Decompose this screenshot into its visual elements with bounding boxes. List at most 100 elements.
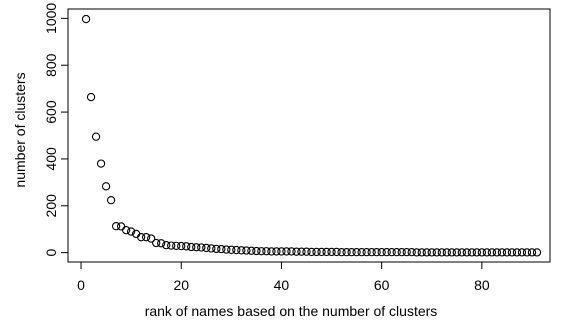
data-point — [152, 238, 161, 248]
data-point — [417, 248, 426, 257]
data-point — [317, 247, 326, 257]
data-point — [387, 248, 396, 257]
data-point — [126, 227, 136, 236]
x-tick-label: 0 — [77, 277, 85, 293]
data-point — [362, 248, 371, 257]
x-tick-label: 60 — [374, 277, 390, 293]
data-point — [527, 248, 537, 257]
data-point — [91, 132, 101, 141]
data-point — [367, 248, 376, 257]
data-point — [462, 248, 471, 257]
data-point — [497, 248, 507, 257]
y-tick-label: 800 — [43, 53, 59, 77]
data-point — [287, 247, 296, 256]
data-point — [177, 241, 186, 251]
data-point — [482, 248, 492, 257]
data-point — [467, 248, 476, 257]
data-point — [167, 241, 176, 250]
x-axis: 0 20 40 60 80 — [77, 261, 490, 293]
data-point — [232, 245, 241, 255]
data-point — [307, 247, 316, 257]
y-tick-label: 200 — [43, 194, 59, 218]
data-point — [492, 248, 502, 257]
data-point — [397, 248, 406, 257]
data-point — [277, 247, 286, 256]
data-point — [352, 248, 361, 257]
y-axis-label: number of clusters — [12, 72, 28, 187]
data-point — [522, 248, 532, 257]
data-point — [247, 246, 256, 255]
y-tick-label: 600 — [43, 100, 59, 124]
data-point — [412, 248, 421, 257]
data-point — [532, 248, 542, 257]
data-point — [292, 247, 301, 256]
data-point — [147, 234, 156, 243]
data-point — [437, 248, 446, 257]
data-point — [257, 247, 266, 256]
data-point — [252, 246, 261, 256]
data-point — [192, 243, 201, 252]
data-point — [157, 239, 166, 248]
y-axis: 0 200 400 600 800 1000 — [43, 3, 69, 257]
data-point — [297, 247, 306, 256]
data-point — [347, 248, 356, 257]
data-points — [81, 14, 542, 257]
data-point — [116, 222, 126, 231]
data-point — [262, 247, 271, 256]
y-tick-label: 400 — [43, 147, 59, 171]
data-point — [332, 247, 341, 257]
data-point — [172, 241, 181, 250]
data-point — [447, 248, 456, 257]
data-point — [427, 248, 436, 257]
data-point — [392, 248, 401, 257]
data-point — [372, 248, 381, 257]
data-point — [302, 247, 311, 256]
data-point — [487, 248, 497, 257]
data-point — [422, 248, 431, 257]
data-point — [106, 196, 116, 205]
y-tick-label: 1000 — [43, 3, 59, 34]
x-tick-label: 40 — [274, 277, 290, 293]
data-point — [182, 242, 191, 251]
data-point — [502, 248, 512, 257]
data-point — [237, 246, 246, 255]
data-point — [452, 248, 461, 257]
data-point — [477, 248, 487, 257]
data-point — [377, 248, 386, 257]
data-point — [212, 244, 221, 254]
data-point — [81, 14, 91, 24]
data-point — [136, 233, 146, 242]
data-point — [86, 92, 96, 102]
data-point — [202, 243, 211, 253]
data-point — [242, 246, 251, 255]
data-point — [187, 242, 196, 252]
data-point — [217, 244, 226, 254]
data-point — [402, 248, 411, 257]
y-tick-label: 0 — [43, 249, 59, 257]
data-point — [121, 225, 131, 235]
data-point — [327, 247, 336, 257]
data-point — [227, 245, 236, 254]
data-point — [517, 248, 527, 257]
data-point — [101, 182, 111, 191]
data-point — [382, 248, 391, 257]
data-point — [111, 222, 121, 231]
data-point — [222, 245, 231, 254]
data-point — [342, 248, 351, 257]
data-point — [472, 248, 481, 257]
data-point — [162, 240, 171, 250]
data-point — [322, 247, 331, 257]
data-point — [407, 248, 416, 257]
x-tick-label: 80 — [474, 277, 490, 293]
data-point — [272, 247, 281, 256]
data-point — [507, 248, 517, 257]
data-point — [267, 247, 276, 256]
data-point — [142, 233, 151, 242]
data-point — [207, 244, 216, 253]
data-point — [357, 248, 366, 257]
data-point — [442, 248, 451, 257]
data-point — [312, 247, 321, 257]
data-point — [512, 248, 522, 257]
data-point — [197, 243, 206, 252]
x-axis-label: rank of names based on the number of clu… — [145, 303, 438, 319]
